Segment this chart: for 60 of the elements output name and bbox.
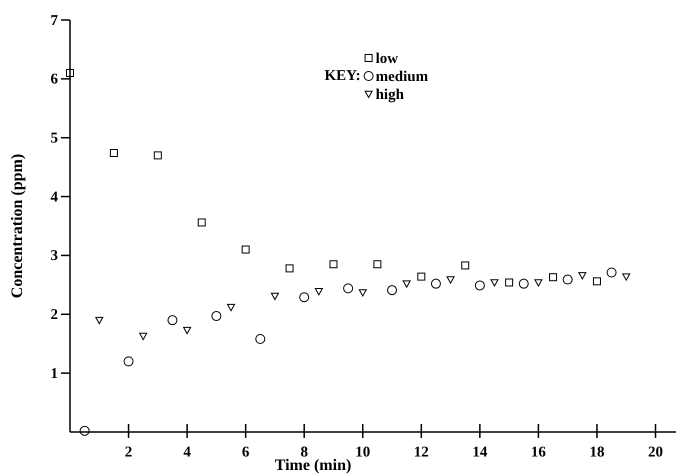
point [66,68,74,77]
point [518,278,529,289]
point [167,315,178,326]
point [606,267,617,278]
point [490,279,498,287]
point [80,426,90,436]
point [402,280,411,288]
point [474,280,485,290]
y-tick-label: 4 [50,189,58,206]
x-tick-label: 4 [183,444,192,461]
legend-label: low [376,51,398,67]
point [417,272,426,281]
point [255,334,266,344]
point [373,260,382,268]
x-tick-label: 14 [472,444,488,461]
point [387,285,398,296]
point [358,289,367,297]
legend-label: medium [376,69,429,85]
x-tick-label: 10 [355,444,370,461]
x-tick-label: 12 [414,444,429,461]
point [95,316,104,324]
y-tick-label: 2 [50,307,58,324]
point [270,292,279,300]
legend-title: KEY: [324,68,361,84]
point [314,288,323,296]
x-tick-label: 2 [124,444,132,461]
point [534,279,542,287]
point [592,277,601,286]
point [242,246,250,254]
point [446,276,455,284]
point [211,311,222,322]
y-tick-label: 1 [50,366,58,382]
point [154,151,162,160]
point [286,264,294,272]
point [430,278,441,289]
y-tick-label: 5 [50,130,58,147]
point [343,283,354,294]
point [562,274,573,285]
point [227,304,236,312]
y-axis-title: Concentration (ppm) [9,154,26,298]
legend-label: high [376,87,405,103]
point [461,261,470,270]
point [622,273,630,281]
x-tick-label: 6 [242,444,250,461]
x-tick-label: 16 [530,444,546,461]
point [124,356,134,366]
point [329,260,338,268]
point [299,292,310,302]
x-tick-label: 18 [589,444,604,461]
point [198,218,206,226]
y-tick-label: 3 [50,248,58,264]
point [505,278,514,287]
point [183,326,192,334]
x-tick-label: 20 [648,444,664,461]
point [139,332,148,340]
y-tick-label: 6 [50,72,58,88]
y-tick-label: 7 [50,12,58,29]
point [578,272,586,280]
point [110,149,118,158]
point [549,273,558,282]
